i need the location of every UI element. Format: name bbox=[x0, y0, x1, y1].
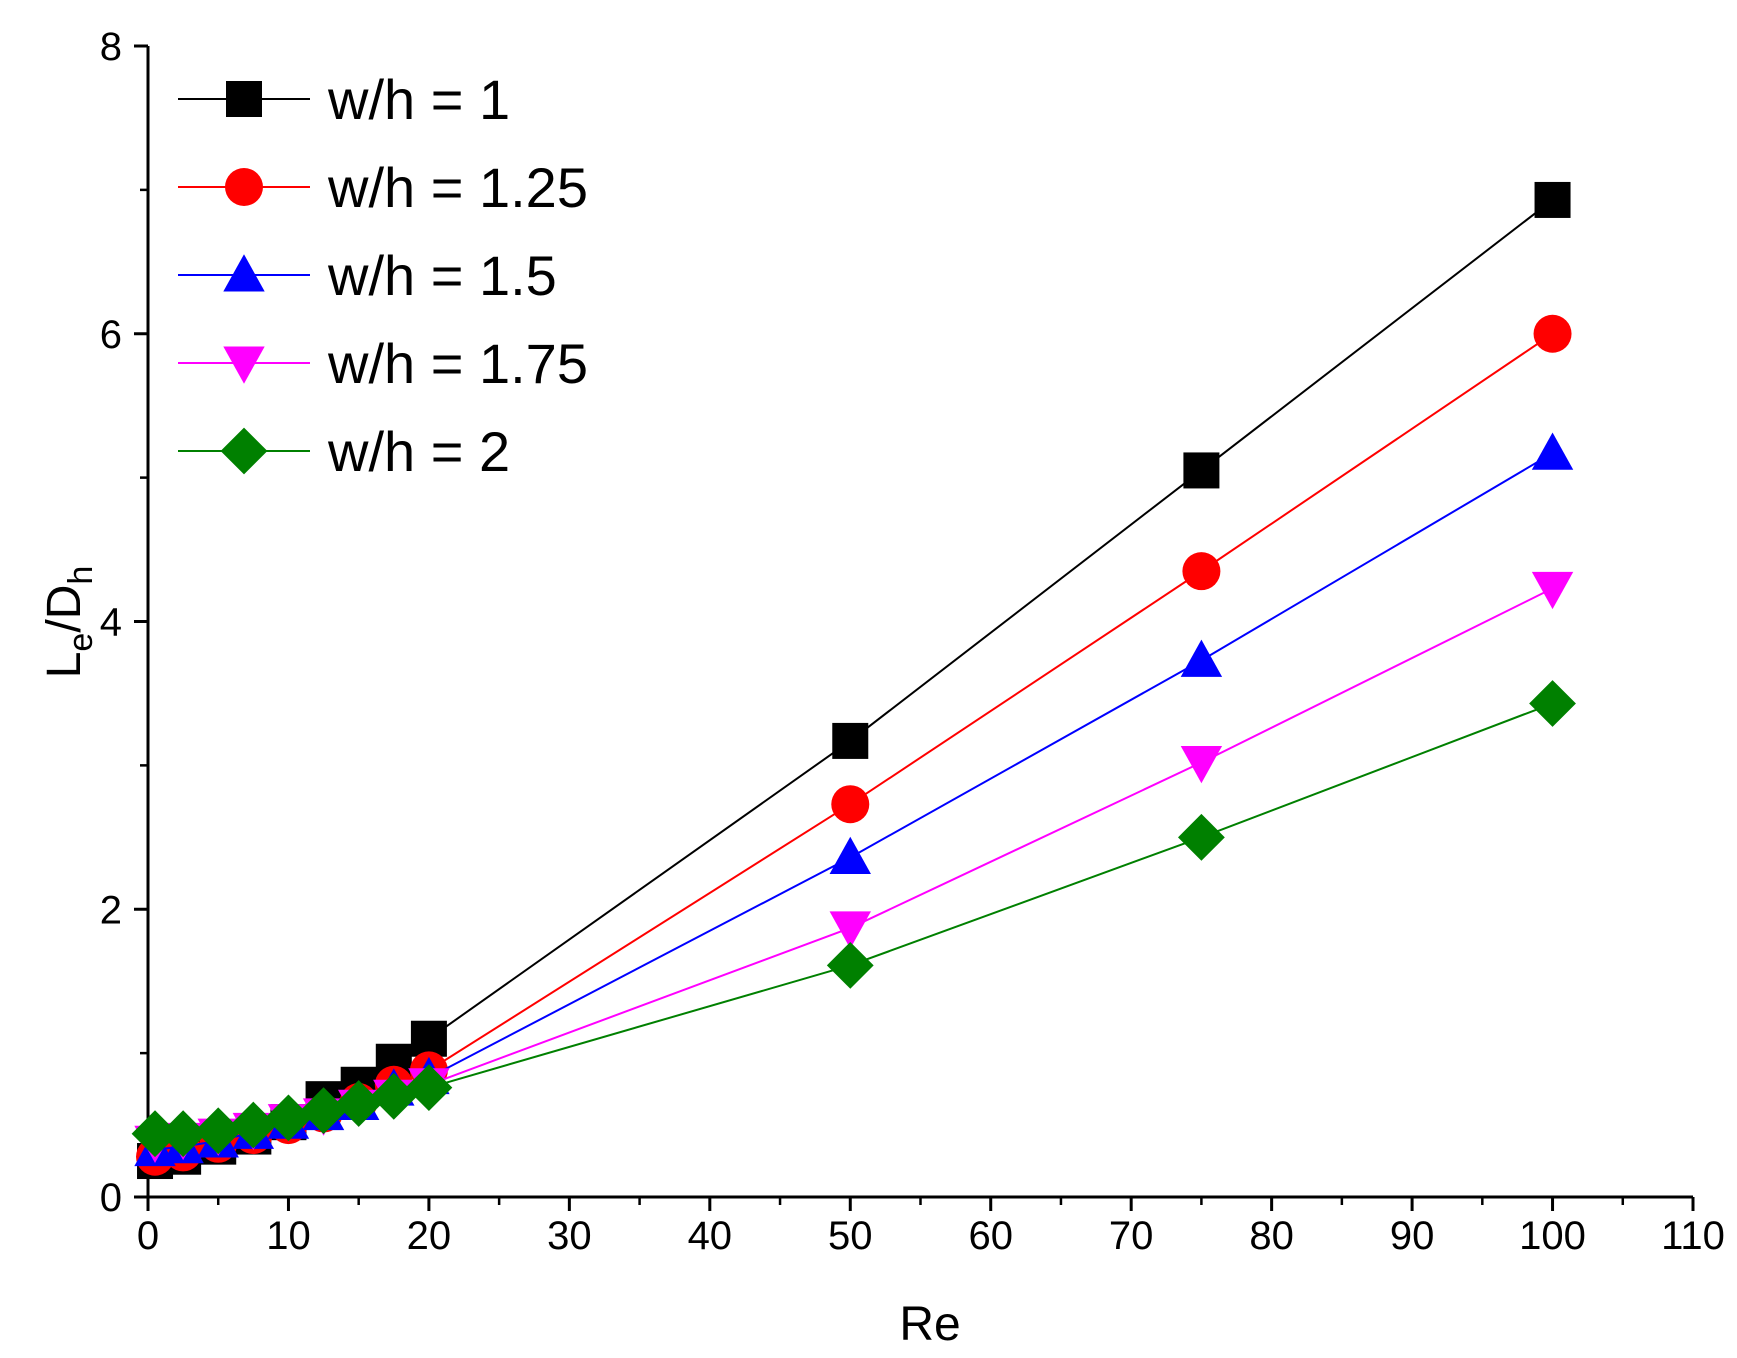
data-point bbox=[159, 1110, 207, 1158]
series-5 bbox=[131, 680, 1576, 1158]
axes: 0 10 20 30 40 50 60 70 80 90 100 110 0 2 4 6 8 bbox=[100, 25, 1725, 1258]
data-point bbox=[405, 1064, 453, 1112]
legend-label: w/h = 1.5 bbox=[327, 244, 557, 307]
legend-label: w/h = 1.75 bbox=[327, 332, 588, 395]
data-point bbox=[229, 1101, 277, 1149]
data-point bbox=[1533, 314, 1572, 353]
data-point bbox=[410, 1020, 447, 1057]
y-tick-label: 6 bbox=[100, 313, 122, 357]
legend-marker bbox=[223, 254, 265, 292]
x-tick-label: 10 bbox=[266, 1214, 311, 1258]
data-point bbox=[1531, 571, 1574, 610]
legend-item-3: w/h = 1.5 bbox=[178, 244, 557, 307]
legend-item-2: w/h = 1.25 bbox=[178, 156, 588, 219]
y-tick-label: 0 bbox=[100, 1176, 122, 1220]
data-point bbox=[1182, 552, 1221, 591]
legend-label: w/h = 2 bbox=[327, 420, 510, 483]
x-tick-label: 90 bbox=[1390, 1214, 1435, 1258]
y-axis-label-sub2: h bbox=[62, 566, 100, 585]
x-tick-label: 50 bbox=[828, 1214, 873, 1258]
y-axis-label-sub1: e bbox=[62, 633, 100, 652]
data-point bbox=[1180, 639, 1223, 677]
x-tick-label: 0 bbox=[137, 1214, 159, 1258]
series-group bbox=[131, 181, 1576, 1180]
y-tick-label: 8 bbox=[100, 25, 122, 69]
legend-marker bbox=[226, 81, 262, 117]
data-point bbox=[831, 785, 870, 824]
svg-text:Le/Dh: Le/Dh bbox=[38, 566, 100, 679]
data-point bbox=[829, 836, 871, 875]
data-point bbox=[335, 1080, 383, 1127]
data-point bbox=[826, 941, 874, 989]
legend-marker bbox=[225, 168, 263, 206]
data-point bbox=[1183, 452, 1220, 489]
data-point bbox=[265, 1094, 312, 1142]
y-axis-label-mid: /D bbox=[38, 585, 91, 633]
x-tick-label: 70 bbox=[1109, 1214, 1154, 1258]
data-point bbox=[370, 1072, 418, 1120]
data-point bbox=[832, 722, 869, 759]
x-tick-label: 30 bbox=[547, 1214, 592, 1258]
legend-label: w/h = 1 bbox=[327, 68, 510, 131]
data-point bbox=[1531, 432, 1574, 470]
legend: w/h = 1 w/h = 1.25 w/h = 1.5 w/h = 1.75 w/h … bbox=[178, 68, 588, 483]
x-axis-label: Re bbox=[899, 1298, 960, 1351]
data-point bbox=[1529, 680, 1576, 727]
x-tick-label: 40 bbox=[688, 1214, 733, 1258]
y-axis-label-main: L bbox=[38, 652, 91, 679]
legend-item-1: w/h = 1 bbox=[178, 68, 510, 131]
legend-marker bbox=[220, 427, 268, 475]
x-tick-label: 20 bbox=[407, 1214, 452, 1258]
legend-label: w/h = 1.25 bbox=[327, 156, 588, 219]
data-point bbox=[1180, 745, 1223, 784]
y-tick-label: 2 bbox=[100, 888, 122, 932]
legend-item-5: w/h = 2 bbox=[178, 420, 510, 483]
x-tick-label: 110 bbox=[1661, 1214, 1725, 1258]
data-point bbox=[1178, 813, 1225, 861]
x-tick-label: 60 bbox=[968, 1214, 1013, 1258]
y-tick-label: 4 bbox=[100, 601, 122, 645]
data-point bbox=[829, 911, 871, 949]
x-tick-label: 100 bbox=[1519, 1214, 1586, 1258]
data-point bbox=[131, 1110, 179, 1158]
data-point bbox=[1534, 181, 1571, 218]
legend-item-4: w/h = 1.75 bbox=[178, 332, 588, 395]
data-point bbox=[300, 1087, 347, 1135]
y-axis-label: Le/Dh bbox=[38, 566, 100, 679]
x-tick-label: 80 bbox=[1249, 1214, 1294, 1258]
data-point bbox=[194, 1107, 242, 1155]
legend-marker bbox=[223, 346, 265, 384]
